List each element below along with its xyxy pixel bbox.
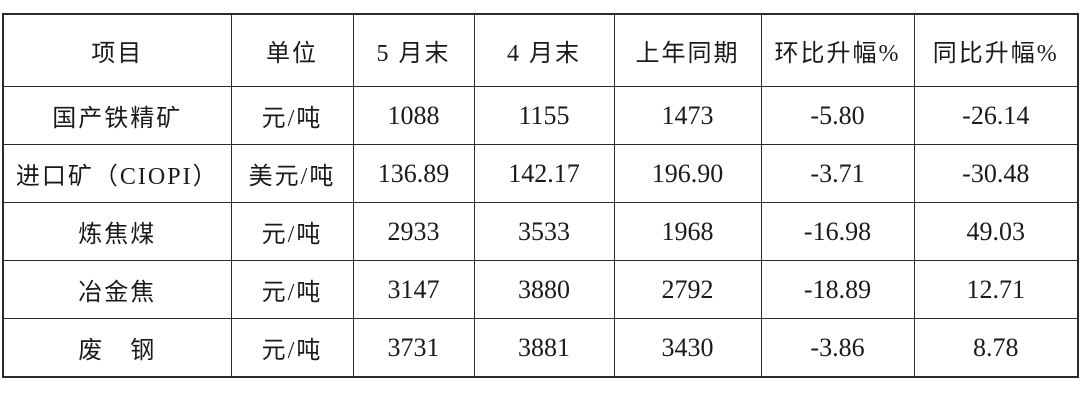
table-row-metallurgical-coke: 冶金焦 元/吨 3147 3880 2792 -18.89 12.71: [2, 260, 1079, 319]
value-end-of-may: 2933: [352, 202, 475, 261]
value-last-year: 2792: [613, 260, 762, 319]
value-mom-change: -18.89: [760, 260, 915, 319]
value-mom-change: -3.71: [760, 144, 915, 203]
value-end-of-april: 3880: [473, 260, 615, 319]
row-label: 冶金焦: [2, 260, 232, 319]
table-row-domestic-iron-concentrate: 国产铁精矿 元/吨 1088 1155 1473 -5.80 -26.14: [2, 86, 1079, 145]
table-row-coking-coal: 炼焦煤 元/吨 2933 3533 1968 -16.98 49.03: [2, 202, 1079, 261]
value-yoy-change: -30.48: [913, 144, 1079, 203]
column-header-item: 项目: [2, 13, 232, 87]
value-yoy-change: -26.14: [913, 86, 1079, 145]
column-header-end-of-may: 5 月末: [352, 13, 475, 87]
value-end-of-may: 3147: [352, 260, 475, 319]
value-mom-change: -16.98: [760, 202, 915, 261]
table-row-imported-ore-ciopi: 进口矿（CIOPI） 美元/吨 136.89 142.17 196.90 -3.…: [2, 144, 1079, 203]
value-yoy-change: 12.71: [913, 260, 1079, 319]
unit-cell: 元/吨: [230, 260, 354, 319]
value-last-year: 3430: [613, 318, 762, 378]
header-row: 项目 单位 5 月末 4 月末 上年同期 环比升幅% 同比升幅%: [2, 13, 1079, 87]
unit-cell: 元/吨: [230, 318, 354, 378]
column-header-unit: 单位: [230, 13, 354, 87]
value-mom-change: -5.80: [760, 86, 915, 145]
value-end-of-april: 142.17: [473, 144, 615, 203]
column-header-yoy-change-pct: 同比升幅%: [913, 13, 1079, 87]
value-last-year: 1473: [613, 86, 762, 145]
unit-cell: 美元/吨: [230, 144, 354, 203]
value-end-of-april: 3533: [473, 202, 615, 261]
row-label: 炼焦煤: [2, 202, 232, 261]
value-last-year: 196.90: [613, 144, 762, 203]
value-end-of-may: 136.89: [352, 144, 475, 203]
value-end-of-may: 3731: [352, 318, 475, 378]
value-yoy-change: 49.03: [913, 202, 1079, 261]
unit-cell: 元/吨: [230, 86, 354, 145]
column-header-mom-change-pct: 环比升幅%: [760, 13, 915, 87]
price-table: 项目 单位 5 月末 4 月末 上年同期 环比升幅% 同比升幅% 国产铁精矿 元…: [2, 13, 1079, 378]
value-end-of-may: 1088: [352, 86, 475, 145]
value-yoy-change: 8.78: [913, 318, 1079, 378]
column-header-end-of-april: 4 月末: [473, 13, 615, 87]
value-mom-change: -3.86: [760, 318, 915, 378]
row-label: 废 钢: [2, 318, 232, 378]
unit-cell: 元/吨: [230, 202, 354, 261]
value-end-of-april: 3881: [473, 318, 615, 378]
row-label: 进口矿（CIOPI）: [2, 144, 232, 203]
row-label: 国产铁精矿: [2, 86, 232, 145]
value-end-of-april: 1155: [473, 86, 615, 145]
column-header-same-period-last-year: 上年同期: [613, 13, 762, 87]
value-last-year: 1968: [613, 202, 762, 261]
table-row-scrap-steel: 废 钢 元/吨 3731 3881 3430 -3.86 8.78: [2, 318, 1079, 378]
